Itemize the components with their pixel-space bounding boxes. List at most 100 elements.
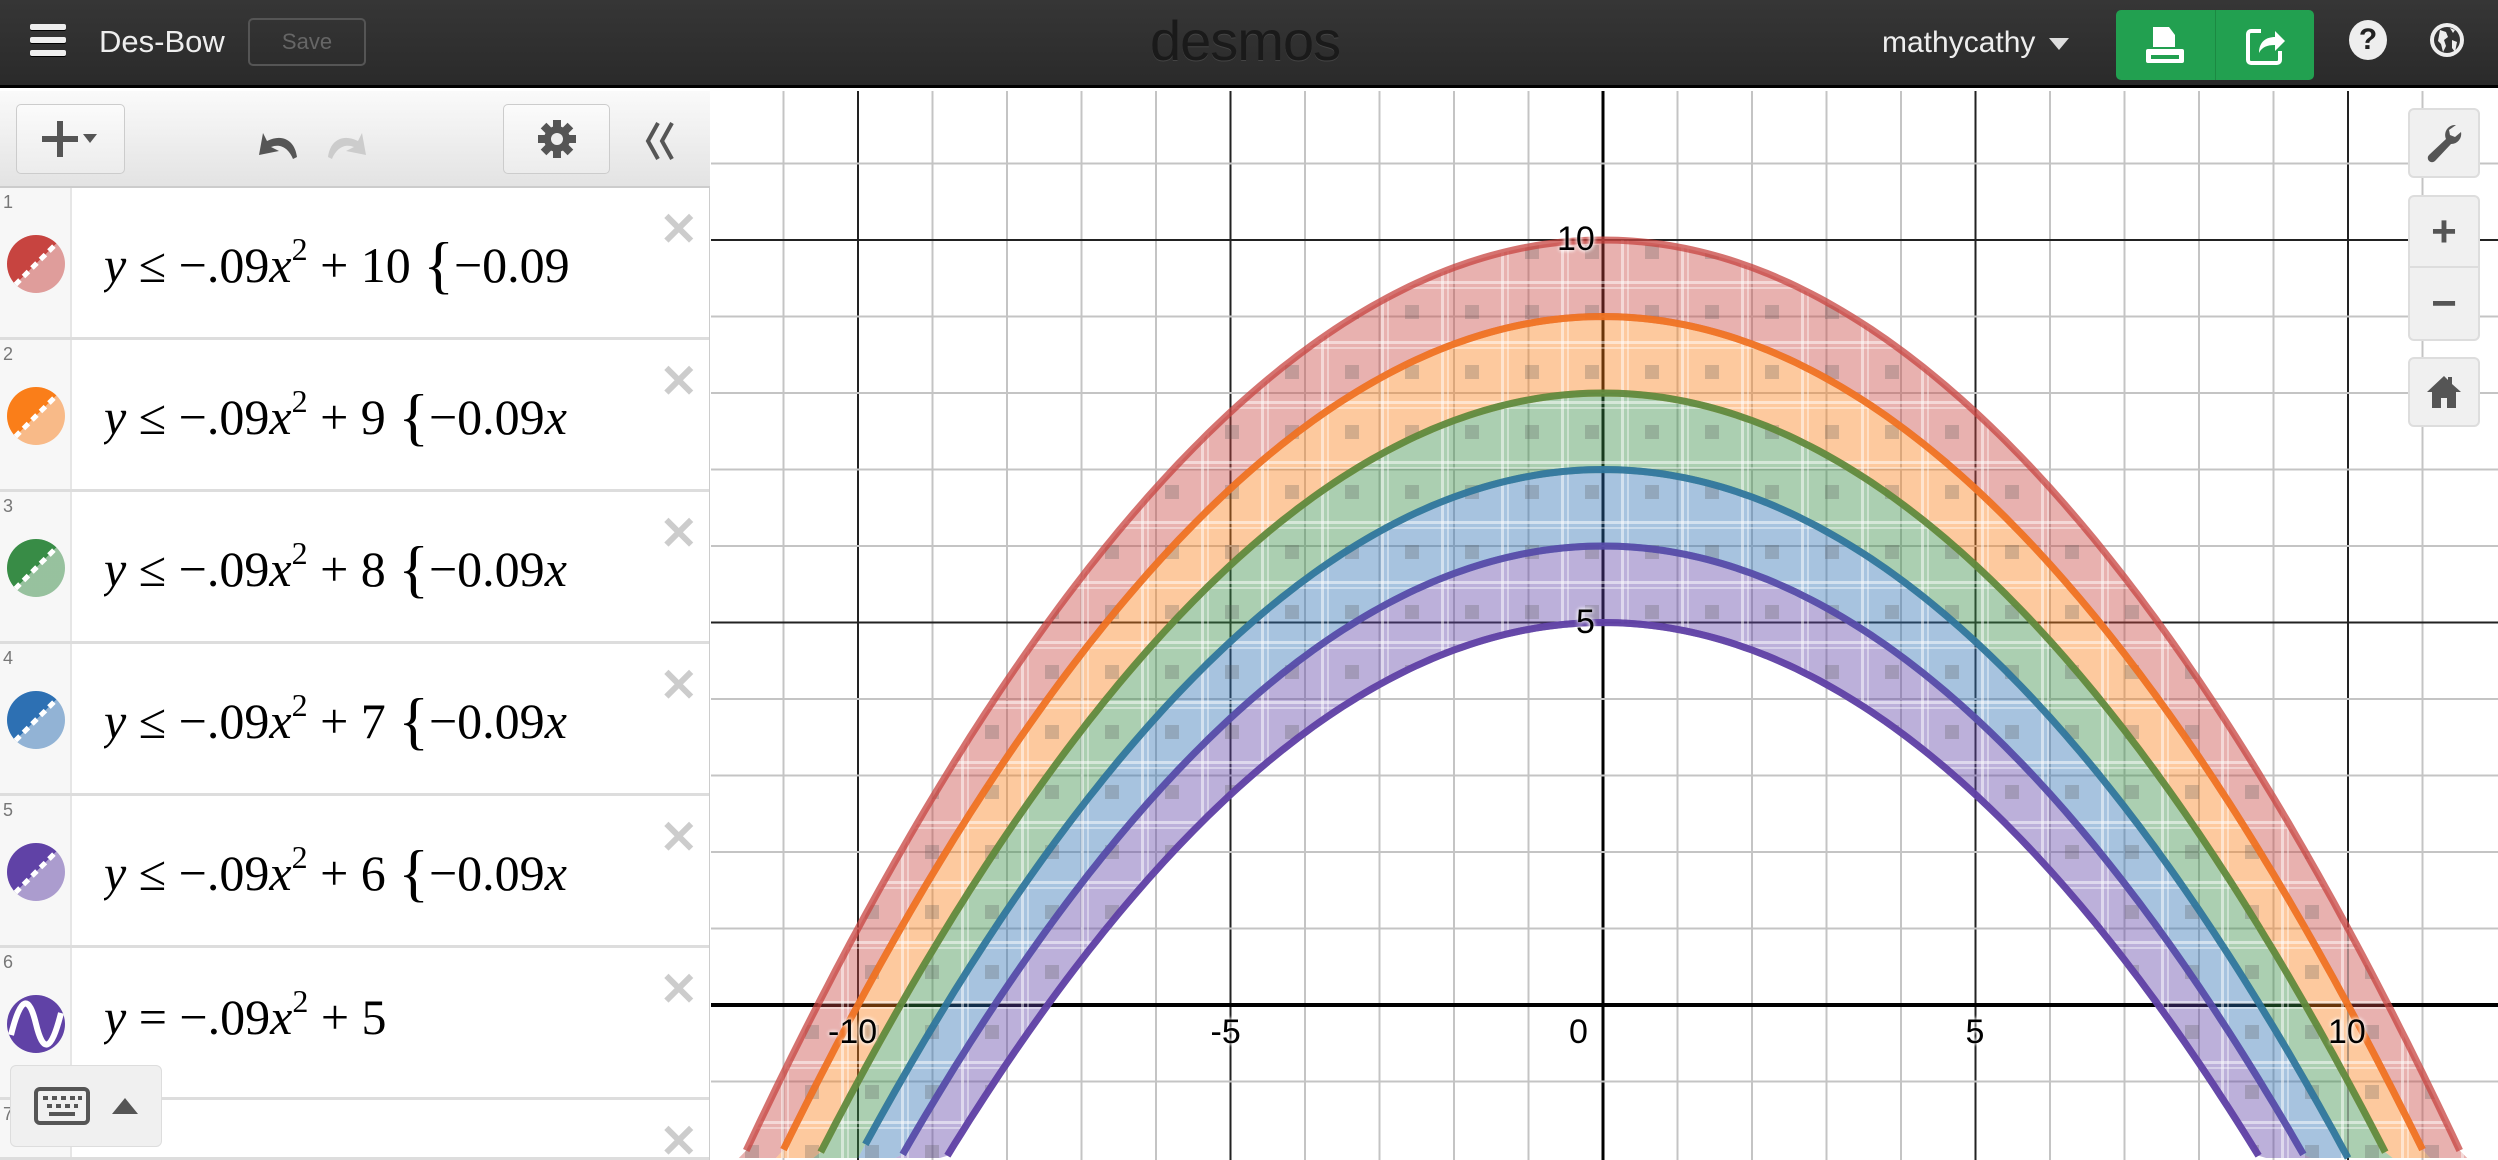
- redo-icon[interactable]: [320, 123, 370, 161]
- home-view-button[interactable]: [2408, 357, 2480, 427]
- user-menu[interactable]: mathycathy: [1882, 26, 2070, 60]
- chevron-down-icon: [2049, 38, 2070, 51]
- var-x: x: [269, 693, 292, 749]
- expression-row[interactable]: 1 y ≤ −.09x2 + 10 {−0.09 ✕: [0, 188, 709, 340]
- restriction-brace: {: [398, 533, 429, 604]
- add-item-button[interactable]: [16, 104, 125, 174]
- row-index: 5: [3, 800, 14, 820]
- coefficient: −.09: [178, 845, 270, 901]
- dashed-shade-icon[interactable]: [7, 843, 65, 901]
- row-index: 1: [3, 192, 14, 212]
- share-icon: [2245, 29, 2285, 65]
- dashed-shade-icon[interactable]: [7, 235, 65, 293]
- dashed-shade-icon[interactable]: [7, 539, 65, 597]
- undo-icon[interactable]: [255, 123, 305, 161]
- restriction-var: x: [544, 693, 567, 749]
- relation: =: [138, 989, 167, 1045]
- delete-expression-icon[interactable]: ✕: [659, 355, 698, 407]
- restriction: −0.09: [428, 541, 545, 597]
- row-index: 2: [3, 344, 14, 364]
- delete-expression-icon[interactable]: ✕: [659, 1115, 698, 1160]
- constant: 10: [360, 237, 411, 293]
- expression-input[interactable]: y ≤ −.09x2 + 6 {−0.09x: [104, 836, 664, 910]
- keyboard-toggle-button[interactable]: [10, 1065, 162, 1147]
- var-y: y: [104, 989, 127, 1045]
- help-icon[interactable]: ?: [2349, 20, 2387, 60]
- row-number: 1: [0, 188, 72, 337]
- restriction-brace: {: [423, 229, 454, 300]
- plus: +: [320, 845, 349, 901]
- delete-expression-icon[interactable]: ✕: [659, 203, 698, 255]
- region-boundary: [743, 236, 2463, 1153]
- relation: ≤: [138, 541, 167, 597]
- graph-canvas[interactable]: [711, 91, 2498, 1160]
- action-buttons: [2116, 10, 2314, 80]
- row-number: 5: [0, 796, 72, 945]
- delete-expression-icon[interactable]: ✕: [659, 963, 698, 1015]
- x-tick-label: -5: [1210, 1013, 1241, 1051]
- restriction-var: x: [544, 541, 567, 597]
- delete-expression-icon[interactable]: ✕: [659, 811, 698, 863]
- y-tick-label: 10: [1557, 220, 1595, 258]
- var-y: y: [104, 389, 127, 445]
- dashed-shade-icon[interactable]: [7, 691, 65, 749]
- row-number: 4: [0, 644, 72, 793]
- top-bar: Des-Bow Save desmos mathycathy ?: [0, 0, 2498, 88]
- delete-expression-icon[interactable]: ✕: [659, 507, 698, 559]
- plaid-pattern: [711, 316, 2497, 1158]
- save-button[interactable]: Save: [248, 18, 366, 66]
- var-y: y: [104, 237, 127, 293]
- relation: ≤: [138, 237, 167, 293]
- coefficient: −.09: [179, 989, 271, 1045]
- relation: ≤: [138, 389, 167, 445]
- coefficient: −.09: [178, 693, 270, 749]
- restriction: −0.09: [428, 845, 545, 901]
- var-y: y: [104, 541, 127, 597]
- restriction-var: x: [544, 845, 567, 901]
- var-x: x: [270, 989, 293, 1045]
- share-button[interactable]: [2214, 10, 2315, 80]
- print-button[interactable]: [2116, 10, 2215, 80]
- row-index: 4: [3, 648, 14, 668]
- relation: ≤: [138, 845, 167, 901]
- graph-curve-icon[interactable]: [7, 995, 65, 1053]
- settings-button[interactable]: [503, 104, 610, 174]
- menu-icon[interactable]: [30, 24, 66, 58]
- plus: +: [320, 693, 349, 749]
- zoom-out-button[interactable]: −: [2431, 278, 2457, 328]
- parabola-curve: [944, 618, 2262, 1158]
- var-x: x: [269, 237, 292, 293]
- collapse-list-icon[interactable]: [642, 119, 678, 163]
- x-tick-label: 0: [1569, 1013, 1588, 1051]
- x-tick-label: 5: [1965, 1013, 1985, 1051]
- zoom-in-button[interactable]: +: [2410, 197, 2478, 269]
- expression-input[interactable]: y ≤ −.09x2 + 9 {−0.09x: [104, 380, 664, 454]
- delete-expression-icon[interactable]: ✕: [659, 659, 698, 711]
- var-y: y: [104, 693, 127, 749]
- expression-input[interactable]: y ≤ −.09x2 + 7 {−0.09x: [104, 684, 664, 758]
- expression-row[interactable]: 4 y ≤ −.09x2 + 7 {−0.09x ✕: [0, 644, 709, 796]
- expression-input[interactable]: y ≤ −.09x2 + 8 {−0.09x: [104, 532, 664, 606]
- graph-settings-button[interactable]: [2408, 108, 2480, 178]
- exponent: 2: [291, 535, 308, 571]
- restriction-brace: {: [398, 381, 429, 452]
- exponent: 2: [291, 839, 308, 875]
- restriction: −0.09: [428, 389, 545, 445]
- row-index: 7: [3, 1104, 14, 1124]
- username: mathycathy: [1882, 26, 2036, 59]
- var-y: y: [104, 845, 127, 901]
- dashed-shade-icon[interactable]: [7, 387, 65, 445]
- expression-input[interactable]: y ≤ −.09x2 + 10 {−0.09: [104, 228, 664, 302]
- exponent: 2: [291, 383, 308, 419]
- relation: ≤: [138, 693, 167, 749]
- zoom-controls: + −: [2408, 195, 2480, 341]
- expression-input[interactable]: y = −.09x2 + 5: [104, 988, 664, 1046]
- globe-icon[interactable]: [2428, 20, 2466, 60]
- constant: 6: [360, 845, 386, 901]
- graph-title[interactable]: Des-Bow: [99, 24, 225, 59]
- x-tick-label: -10: [828, 1013, 878, 1051]
